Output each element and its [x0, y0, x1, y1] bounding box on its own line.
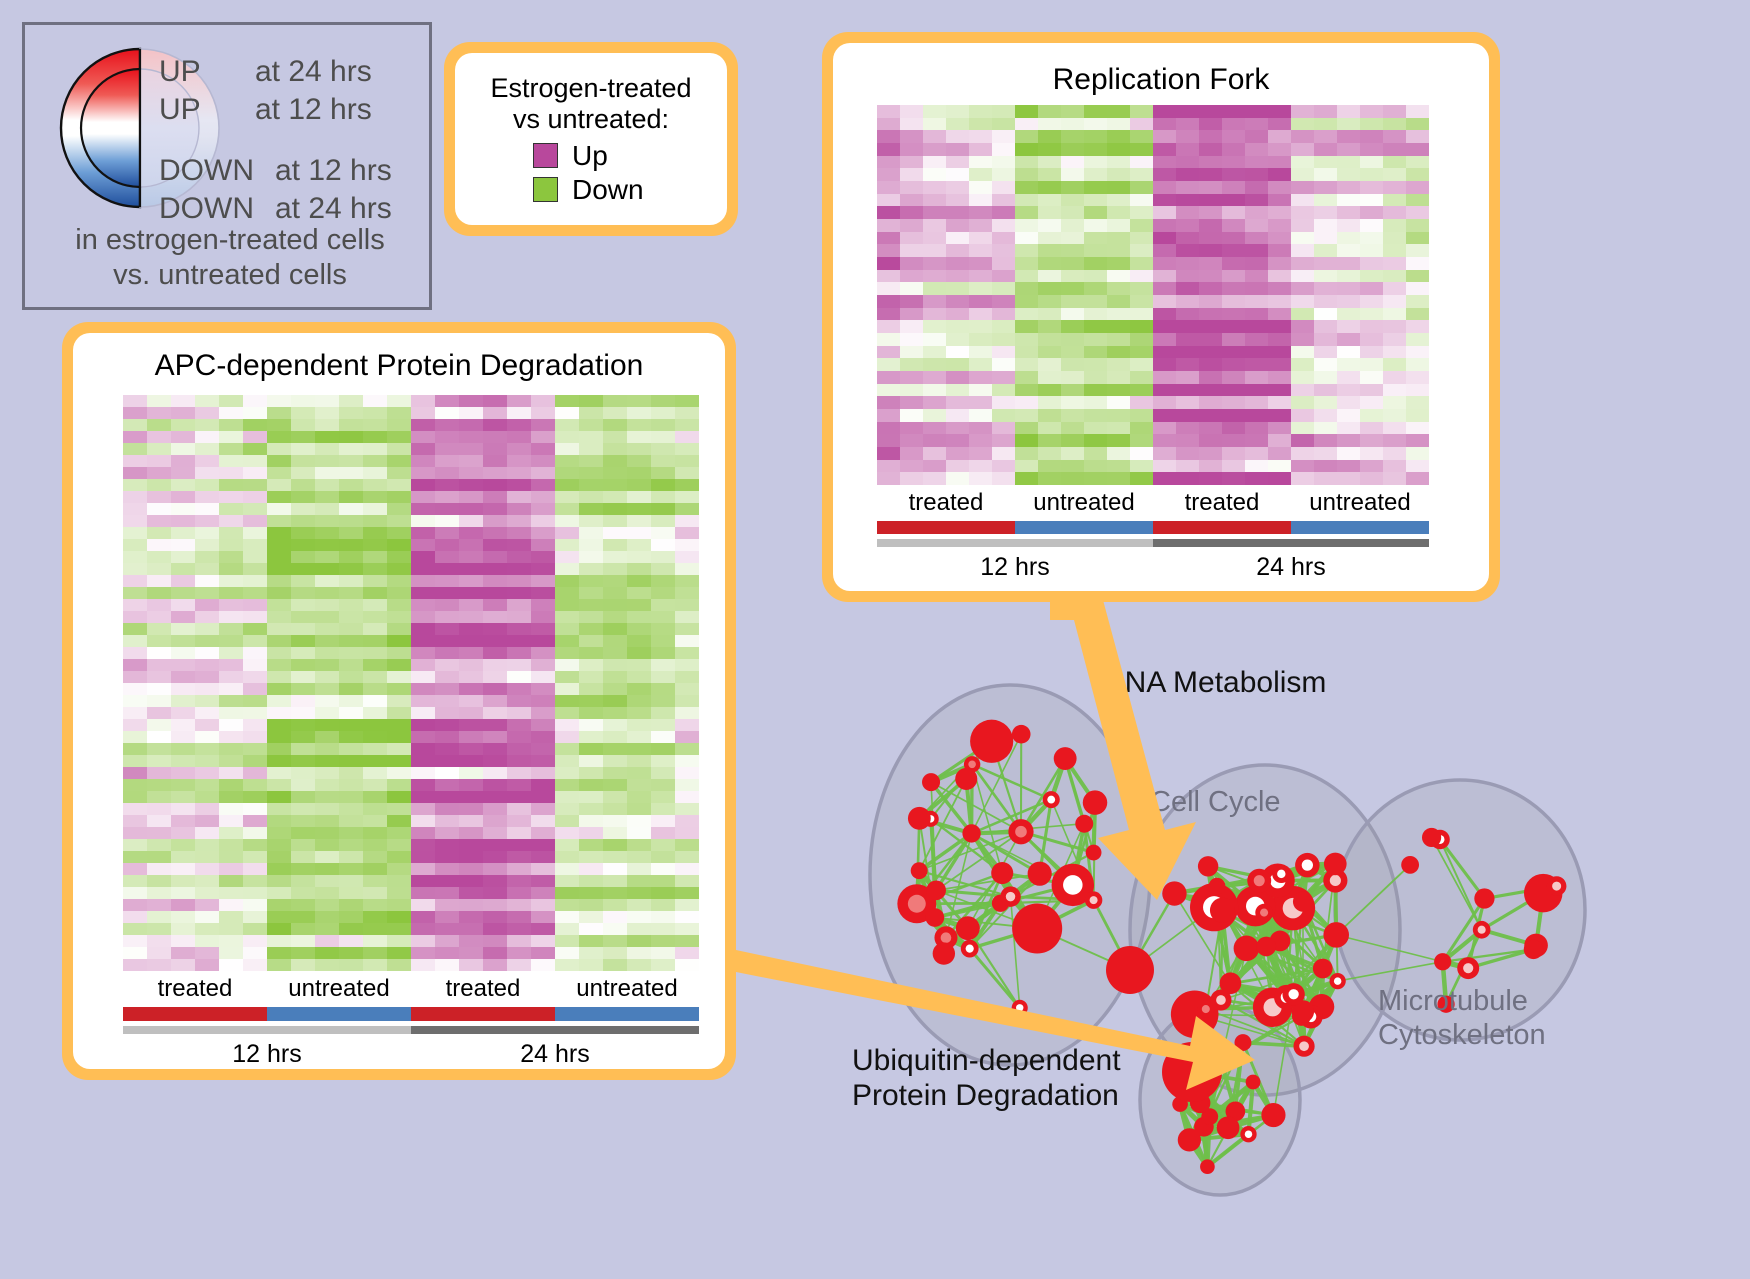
time-bar-24hrs: [411, 1026, 699, 1034]
group-label-untreated-12: untreated: [288, 975, 390, 1002]
bar-untreated-24: [1291, 521, 1429, 534]
time-label-12hrs: 12 hrs: [232, 1040, 302, 1068]
bar-treated-12: [877, 521, 1015, 534]
group-label-treated-24: treated: [445, 975, 521, 1002]
key-down-24-label: DOWN: [159, 192, 254, 225]
bar-untreated-12: [267, 1007, 411, 1021]
key-up-12-label: UP: [159, 93, 201, 126]
color-key-footer-line1: in estrogen-treated cells: [75, 224, 385, 256]
replication-fork-title: Replication Fork: [1052, 63, 1270, 96]
replication-fork-time-labels: 12 hrs 24 hrs: [877, 553, 1429, 582]
color-key-footer: in estrogen-treated cells vs. untreated …: [25, 223, 435, 294]
apc-panel: APC-dependent Protein Degradation treate…: [62, 322, 736, 1080]
key-down-12-label: DOWN: [159, 154, 254, 187]
replication-fork-heatmap: [877, 105, 1429, 485]
time-label-24hrs: 24 hrs: [520, 1040, 590, 1068]
key-up-24-label: UP: [159, 55, 201, 88]
group-label-treated-12: treated: [157, 975, 233, 1002]
time-bar-12hrs: [123, 1026, 411, 1034]
apc-time-labels: 12 hrs 24 hrs: [123, 1040, 699, 1069]
apc-group-bar: [123, 1007, 699, 1021]
bar-treated-24: [411, 1007, 555, 1021]
legend-item-down: Down: [533, 174, 727, 206]
replication-fork-panel: Replication Fork treated untreated treat…: [822, 32, 1500, 602]
group-label-untreated-12: untreated: [1033, 489, 1135, 516]
cluster-label-cell-cycle: Cell Cycle: [1150, 786, 1281, 818]
key-down-12-time: at 12 hrs: [275, 154, 392, 187]
legend-label-up: Up: [572, 139, 608, 171]
legend-swatch-down: [533, 177, 558, 203]
group-label-treated-12: treated: [908, 489, 984, 516]
bar-untreated-12: [1015, 521, 1153, 534]
group-label-untreated-24: untreated: [1309, 489, 1411, 516]
network-graph: [868, 683, 1587, 1197]
apc-time-bar: [123, 1026, 699, 1034]
color-key-rings: [59, 47, 220, 209]
legend-title-line2: vs untreated:: [512, 104, 670, 135]
time-label-24hrs: 24 hrs: [1256, 553, 1326, 581]
legend-label-down: Down: [572, 173, 644, 205]
color-key-box: UP at 24 hrs UP at 12 hrs DOWN at 12 hrs…: [22, 22, 432, 310]
cluster-label-ubiquitin-protein-degradation: Ubiquitin-dependent Protein Degradation: [852, 1044, 1121, 1113]
bar-treated-12: [123, 1007, 267, 1021]
replication-fork-group-labels: treated untreated treated untreated: [877, 489, 1429, 517]
time-bar-24hrs: [1153, 539, 1429, 547]
time-label-12hrs: 12 hrs: [980, 553, 1050, 581]
legend-swatch-up: [533, 143, 558, 169]
legend-panel: Estrogen-treated vs untreated: Up Down: [444, 42, 738, 236]
key-up-24-time: at 24 hrs: [255, 55, 372, 88]
apc-heatmap: [123, 395, 699, 971]
replication-fork-group-bar: [877, 521, 1429, 534]
cluster-label-dna-metabolism: DNA Metabolism: [1103, 666, 1327, 699]
color-key-footer-line2: vs. untreated cells: [113, 259, 347, 292]
bar-treated-24: [1153, 521, 1291, 534]
legend-title: Estrogen-treated vs untreated:: [455, 73, 727, 136]
bar-untreated-24: [555, 1007, 699, 1021]
group-label-treated-24: treated: [1184, 489, 1260, 516]
key-up-12-time: at 12 hrs: [255, 93, 372, 126]
time-bar-12hrs: [877, 539, 1153, 547]
apc-group-labels: treated untreated treated untreated: [123, 975, 699, 1003]
key-down-24-time: at 24 hrs: [275, 192, 392, 225]
apc-title: APC-dependent Protein Degradation: [154, 349, 644, 382]
replication-fork-time-bar: [877, 539, 1429, 547]
group-label-untreated-24: untreated: [576, 975, 678, 1002]
legend-title-line1: Estrogen-treated: [490, 73, 692, 103]
cluster-label-microtubule-cytoskeleton: Microtubule Cytoskeleton: [1378, 985, 1546, 1052]
legend-item-up: Up: [533, 140, 727, 172]
